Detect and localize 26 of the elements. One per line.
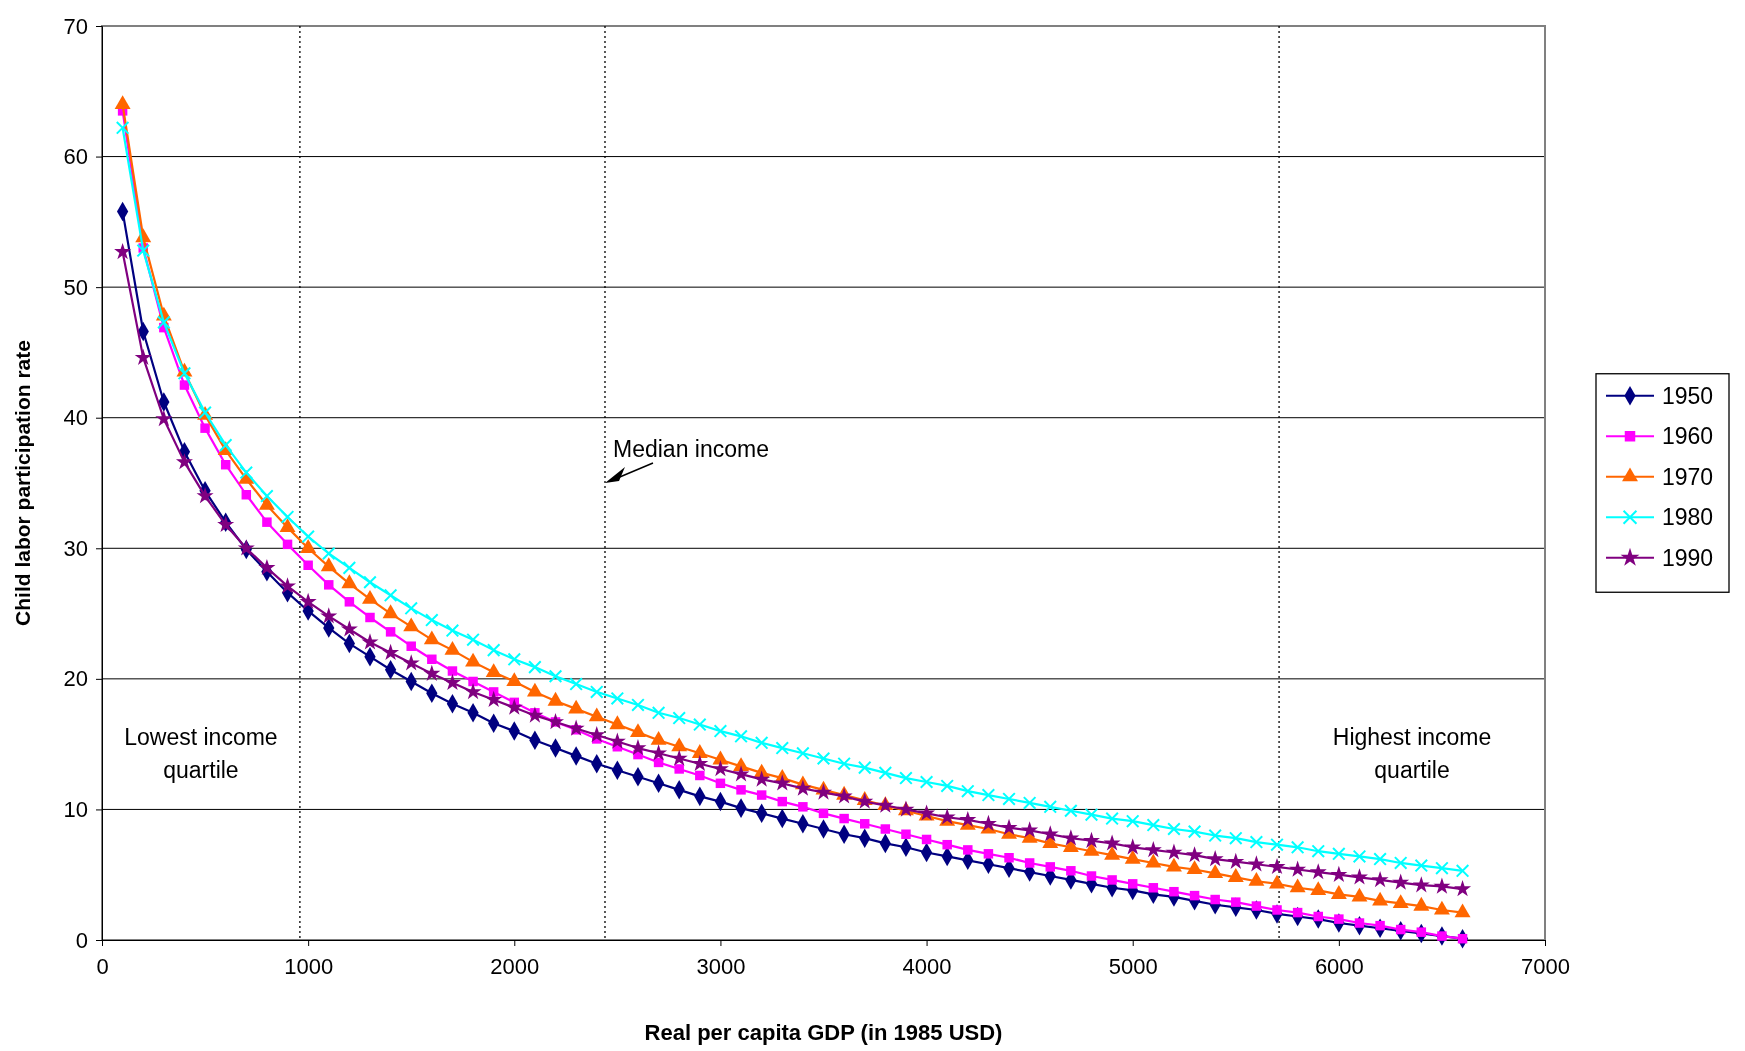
legend-label: 1950 [1662, 382, 1714, 409]
x-tick-label: 2000 [490, 953, 540, 979]
x-tick-label: 0 [96, 953, 109, 979]
y-axis-title: Child labor participation rate [11, 340, 34, 626]
annotation: Highest income quartile [1332, 724, 1492, 783]
legend-label: 1990 [1662, 544, 1714, 571]
annotation: Lowest income quartile [124, 724, 278, 783]
x-tick-label: 1000 [284, 953, 334, 979]
y-tick-label: 50 [63, 274, 88, 300]
x-tick-label: 3000 [696, 953, 746, 979]
y-tick-label: 20 [63, 666, 88, 692]
y-tick-label: 10 [63, 796, 88, 822]
y-tick-label: 60 [63, 144, 88, 170]
y-tick-label: 70 [63, 13, 88, 39]
x-tick-label: 5000 [1108, 953, 1158, 979]
x-axis-title: Real per capita GDP (in 1985 USD) [644, 1020, 1003, 1045]
x-tick-label: 6000 [1314, 953, 1364, 979]
y-tick-label: 40 [63, 405, 88, 431]
x-tick-label: 4000 [902, 953, 952, 979]
y-tick-label: 0 [75, 927, 88, 953]
legend-label: 1960 [1662, 423, 1714, 450]
y-tick-label: 30 [63, 535, 88, 561]
x-tick-label: 7000 [1521, 953, 1570, 979]
legend-label: 1970 [1662, 463, 1714, 490]
legend-label: 1980 [1662, 504, 1714, 531]
ref-line-label: Median income [612, 436, 769, 462]
